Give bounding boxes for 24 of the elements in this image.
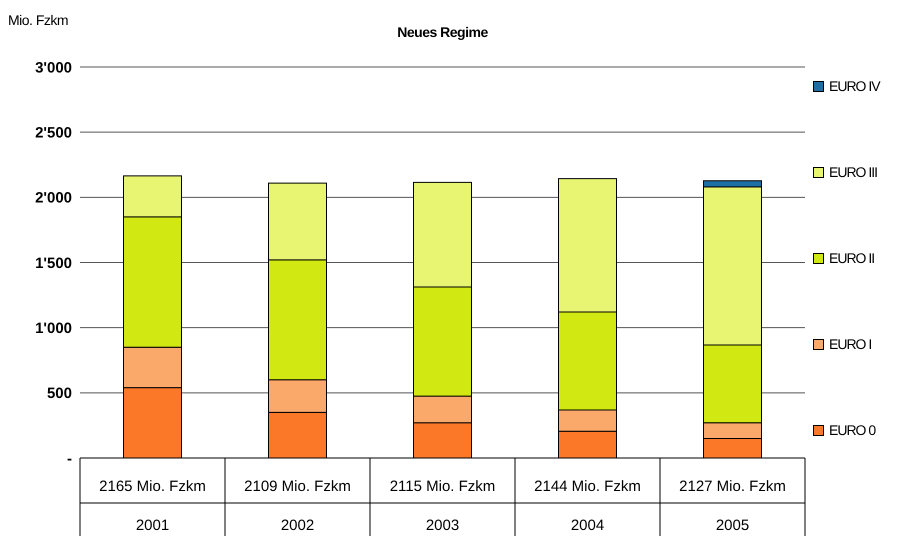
legend-label: EURO I	[829, 336, 872, 352]
legend-label: EURO 0	[829, 422, 876, 438]
y-tick-label: 2'000	[35, 190, 72, 207]
total-label: 2144 Mio. Fzkm	[534, 478, 641, 495]
legend-label: EURO IV	[829, 78, 880, 94]
legend-label: EURO III	[829, 164, 878, 180]
legend-label: EURO II	[829, 250, 874, 266]
x-tick-label: 2002	[280, 517, 314, 534]
x-tick-label: 2005	[716, 517, 750, 534]
total-label: 2165 Mio. Fzkm	[99, 478, 206, 495]
x-tick-label: 2004	[570, 517, 604, 534]
y-tick-label: -	[67, 450, 72, 468]
y-tick-label: 2'500	[35, 124, 72, 142]
x-tick-label: 2001	[136, 517, 170, 534]
y-tick-label: 500	[46, 385, 72, 402]
y-tick-label: 1'500	[35, 254, 72, 272]
x-tick-label: 2003	[426, 517, 460, 534]
chart-title: Neues Regime	[396, 24, 489, 40]
total-label: 2127 Mio. Fzkm	[679, 478, 786, 495]
y-axis-title: Mio. Fzkm	[8, 12, 68, 28]
y-tick-label: 1'000	[35, 320, 72, 337]
y-tick-label: 3'000	[35, 59, 72, 76]
total-label: 2115 Mio. Fzkm	[390, 478, 496, 495]
total-label: 2109 Mio. Fzkm	[244, 478, 351, 495]
